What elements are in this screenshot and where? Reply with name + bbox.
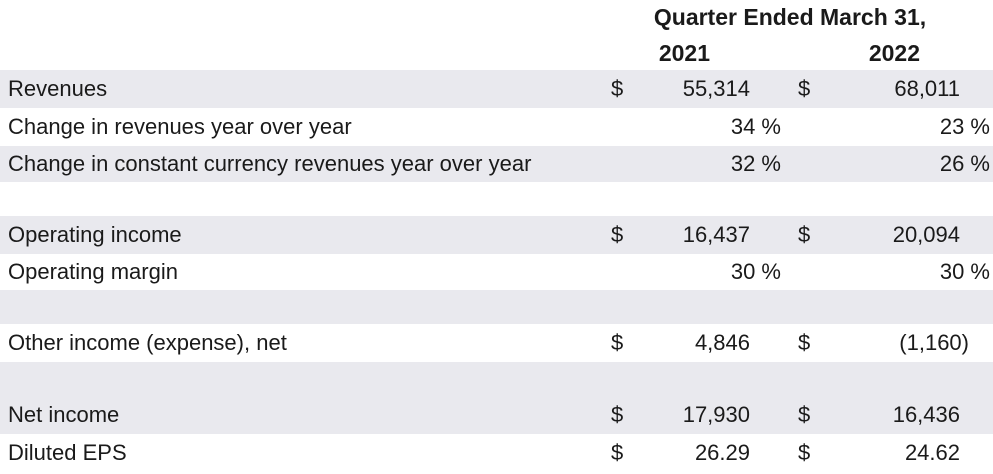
table-spacer-row	[0, 290, 993, 324]
currency-symbol: $	[798, 402, 811, 427]
column-header-year-2021: 2021	[658, 40, 710, 66]
table-row-operating-income: Operating income $ 16,437 $ 20,094	[0, 216, 993, 254]
row-label: Other income (expense), net	[8, 330, 287, 355]
table-row-other-income: Other income (expense), net $ 4,846 $ (1…	[0, 324, 993, 362]
currency-symbol: $	[798, 439, 811, 465]
currency-symbol: $	[611, 402, 624, 427]
row-label: Diluted EPS	[8, 439, 127, 465]
value-2021: 16,437	[682, 222, 750, 247]
row-label: Change in constant currency revenues yea…	[8, 151, 532, 176]
table-row-net-income: Net income $ 17,930 $ 16,436	[0, 396, 993, 434]
table-row-constant-currency-change: Change in constant currency revenues yea…	[0, 146, 993, 182]
row-label: Net income	[8, 402, 120, 427]
column-header-year-2022: 2022	[868, 40, 920, 66]
currency-symbol: $	[798, 76, 811, 101]
currency-symbol: $	[611, 439, 624, 465]
value-2021: 34 %	[730, 114, 781, 139]
value-2022: (1,160)	[899, 330, 969, 355]
table-row-operating-margin: Operating margin 30 % 30 %	[0, 254, 993, 290]
currency-symbol: $	[611, 76, 624, 101]
table-spacer-row	[0, 362, 993, 396]
value-2022: 16,436	[892, 402, 960, 427]
row-label: Change in revenues year over year	[8, 114, 352, 139]
value-2021: 55,314	[682, 76, 750, 101]
table-row-diluted-eps: Diluted EPS $ 26.29 $ 24.62	[0, 434, 993, 471]
value-2022: 68,011	[894, 76, 960, 101]
value-2022: 20,094	[892, 222, 960, 247]
table-spacer-row	[0, 182, 993, 216]
value-2021: 32 %	[730, 151, 781, 176]
value-2021: 17,930	[682, 402, 750, 427]
value-2022: 26 %	[939, 151, 990, 176]
currency-symbol: $	[611, 222, 624, 247]
currency-symbol: $	[798, 330, 811, 355]
currency-symbol: $	[798, 222, 811, 247]
value-2021: 4,846	[694, 330, 750, 355]
row-label: Revenues	[8, 76, 108, 101]
value-2022: 23 %	[939, 114, 990, 139]
table-row-revenue-change: Change in revenues year over year 34 % 2…	[0, 108, 993, 146]
row-label: Operating income	[8, 222, 182, 247]
financial-table: Revenues $ 55,314 $ 68,011 Change in rev…	[0, 70, 993, 471]
value-2021: 26.29	[694, 439, 750, 465]
value-2022: 24.62	[904, 439, 960, 465]
table-row-revenues: Revenues $ 55,314 $ 68,011	[0, 70, 993, 108]
row-label: Operating margin	[8, 259, 178, 284]
value-2021: 30 %	[730, 259, 781, 284]
value-2022: 30 %	[939, 259, 990, 284]
currency-symbol: $	[611, 330, 624, 355]
column-header-title: Quarter Ended March 31,	[653, 4, 927, 30]
